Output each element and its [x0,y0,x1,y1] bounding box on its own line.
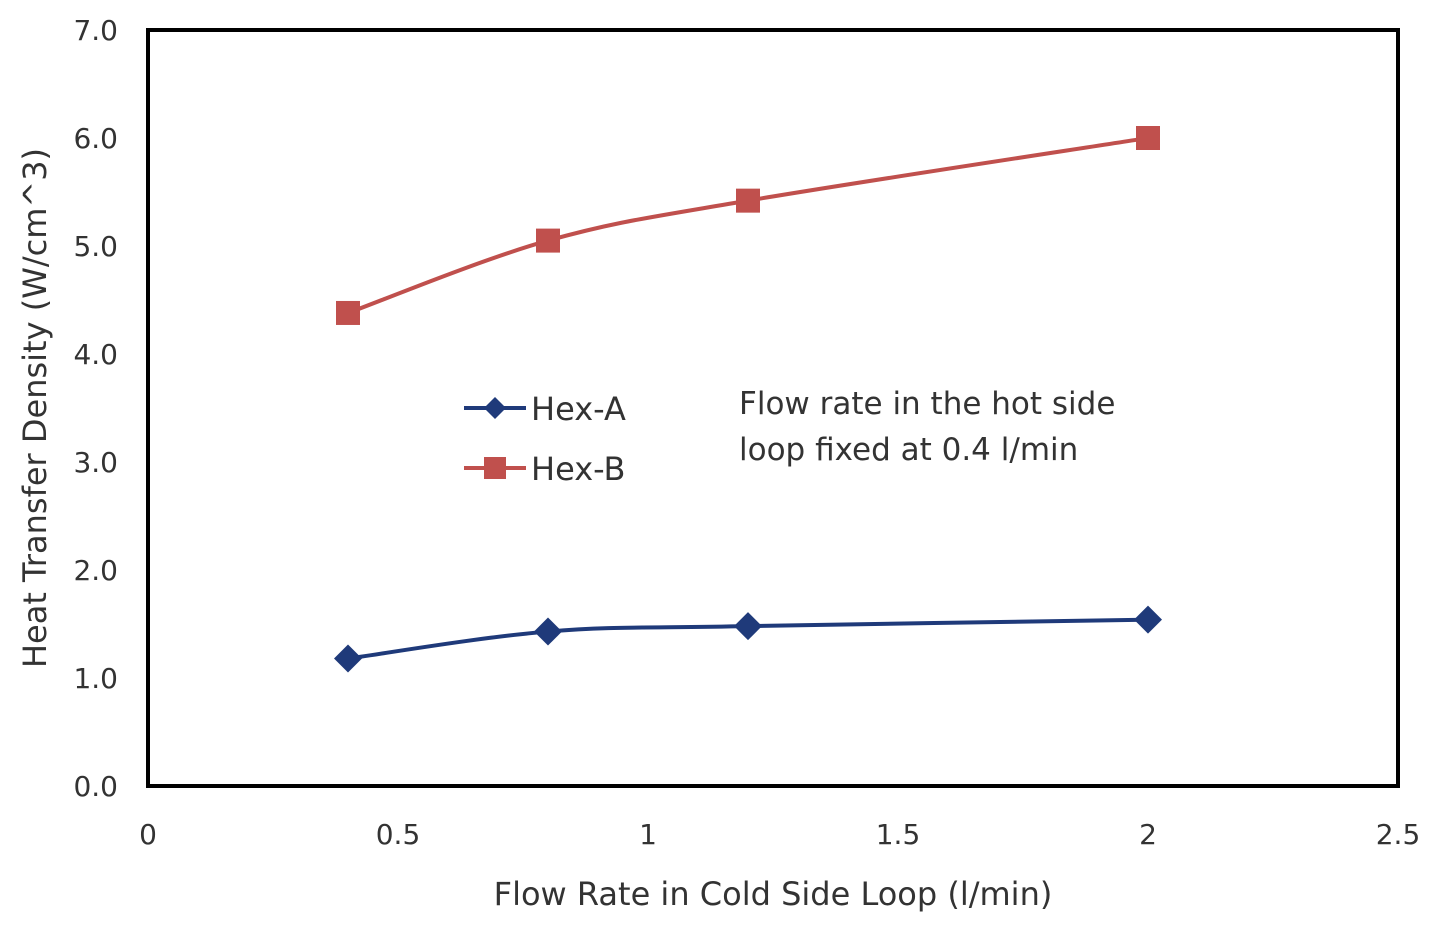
x-tick-label: 0.5 [376,818,421,851]
legend-item-hex-a: Hex-A [464,390,626,428]
x-tick-label: 1 [639,818,657,851]
data-point-square [736,188,760,213]
x-tick-label: 2.5 [1376,818,1421,851]
y-tick-label: 7.0 [73,14,118,47]
x-tick-label: 2 [1139,818,1157,851]
legend: Hex-A Hex-B [464,390,626,488]
x-tick-label: 1.5 [876,818,921,851]
y-tick-label: 2.0 [73,554,118,587]
y-tick-label: 5.0 [73,230,118,263]
annotation: Flow rate in the hot side loop fixed at … [739,386,1115,468]
series-line-hex-b [346,136,1150,315]
x-axis-tick-labels: 0 0.5 1 1.5 2 2.5 [139,818,1420,851]
series-hex-a [334,605,1162,673]
annotation-line-2: loop fixed at 0.4 l/min [739,432,1078,468]
data-point-square [1136,126,1160,150]
data-point-square [536,228,560,253]
legend-label-hex-b: Hex-B [531,450,625,488]
y-tick-label: 4.0 [73,338,118,371]
y-axis-title: Heat Transfer Density (W/cm^3) [16,148,54,668]
series-layer [334,126,1162,673]
annotation-line-1: Flow rate in the hot side [739,386,1115,422]
y-axis-tick-labels: 0.0 1.0 2.0 3.0 4.0 5.0 6.0 7.0 [73,14,118,803]
series-hex-b [336,126,1160,325]
legend-item-hex-b: Hex-B [464,450,625,488]
x-tick-label: 0 [139,818,157,851]
x-axis-title: Flow Rate in Cold Side Loop (l/min) [494,875,1053,913]
data-point-square [336,300,360,325]
y-tick-label: 3.0 [73,446,118,479]
data-point-diamond [1134,605,1162,634]
legend-label-hex-a: Hex-A [531,390,626,428]
y-tick-label: 6.0 [73,122,118,155]
data-point-diamond [334,644,362,673]
data-point-diamond [534,617,562,646]
series-line-hex-a [346,617,1150,661]
y-tick-label: 1.0 [73,662,118,695]
legend-marker-square [484,457,506,479]
legend-marker-diamond [484,397,506,419]
data-point-diamond [734,612,762,641]
y-tick-label: 0.0 [73,770,118,803]
